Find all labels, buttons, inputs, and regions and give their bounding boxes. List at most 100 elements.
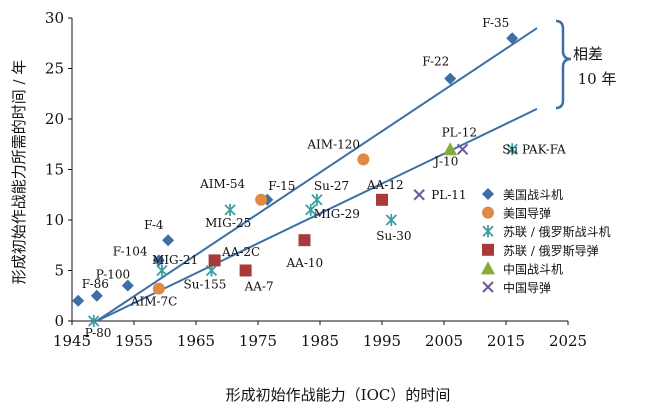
legend-item-2: 美国导弹 [482,206,551,221]
legend-item-4: 苏联 / 俄罗斯导弹 [482,243,599,258]
point-aim-54 [255,193,268,206]
point-su-27 [311,193,323,206]
point-aa-12 [376,193,388,206]
trend-lines [96,27,538,322]
point-mig-29 [305,203,317,216]
series-1 [72,32,519,307]
label-mig-29: MIG-29 [314,207,360,221]
legend-label-2: 美国导弹 [503,207,551,221]
legend-marker-1 [482,188,494,200]
trend-line-1 [96,27,538,322]
label-f-35: F-35 [482,16,509,30]
brace-label-line1: 相差 [573,45,603,63]
x-tick-label-1945: 1945 [53,332,91,350]
legend-item-6: 中国导弹 [482,280,551,295]
data-points [72,32,519,327]
legend-marker-2 [482,206,494,219]
point-su-155 [205,264,218,277]
point-s3-0 [208,254,221,267]
label-aim-54: AIM-54 [199,177,245,191]
brace-label-line2: 10 年 [578,70,617,88]
point-aim-120 [357,153,370,166]
point-labels: F-86P-100 F-104 F-4 F-15 F-22 F-35 AIM-7C AIM-5… [82,16,566,340]
x-tick-label-2025: 2025 [549,332,587,350]
point-aa-10 [298,234,311,247]
y-tick-label-30: 30 [45,9,64,27]
label-su-pak-fa: Su PAK-FA [502,142,566,156]
label-f-4: F-4 [144,218,164,232]
point-pl-12 [456,143,469,156]
legend-label-4: 苏联 / 俄罗斯导弹 [503,244,599,258]
label-su-27: Su-27 [314,179,349,193]
point-su-pak-fa [506,143,518,156]
y-tick-label-5: 5 [54,262,64,280]
label-aa-2c: AA-2C [221,245,260,259]
label-f-104: F-104 [113,244,148,258]
point-aa-7 [239,264,252,277]
label-aim-120: AIM-120 [306,137,360,151]
legend-label-3: 苏联 / 俄罗斯战斗机 [503,225,611,239]
x-axis-title: 形成初始作战能力（IOC）的时间 [226,386,451,404]
label-f-86: F-86 [82,277,109,291]
point-f-22 [444,72,457,85]
x-tick-label-1995: 1995 [363,332,401,350]
label-mig-21: MIG-21 [152,253,198,267]
point-s0-0 [72,294,85,307]
label-f-15: F-15 [268,179,295,193]
label-pl-11: PL-11 [431,188,466,202]
label-p-100: P-100 [96,268,130,282]
x-tick-label-1975: 1975 [239,332,277,350]
point-p-80 [88,315,100,327]
legend-item-3: 苏联 / 俄罗斯战斗机 [482,225,611,239]
point-f-35 [506,32,519,45]
point-s2-1 [156,264,168,277]
y-axis-title: 形成初始作战能力所需的时间 / 年 [10,60,28,285]
label-pl-12: PL-12 [442,125,477,139]
point-aim-7c [152,282,165,295]
series-5 [443,142,458,156]
legend-label-1: 美国战斗机 [503,188,563,202]
label-aa-12: AA-12 [366,178,404,192]
x-tick-label-1965: 1965 [177,332,215,350]
label-f-22: F-22 [422,55,449,69]
point-su-30 [385,214,397,226]
series-6 [413,143,469,201]
legend-item-5: 中国战斗机 [481,261,563,276]
x-tick-label-2005: 2005 [425,332,463,350]
point-j-10 [443,142,458,156]
label-aa-10: AA-10 [286,256,324,270]
point-pl-11 [413,189,425,201]
y-tick-label-10: 10 [45,211,64,229]
legend-item-1: 美国战斗机 [482,188,563,202]
label-p-80: P-80 [85,326,112,340]
y-tick-label-15: 15 [45,161,64,179]
legend-marker-3 [482,225,494,238]
legend-marker-5 [481,261,495,275]
series-4 [208,193,388,277]
label-su-155: Su-155 [184,278,227,292]
trend-line-2 [96,107,538,322]
point-f-4 [162,234,175,247]
label-j-10: J-10 [432,154,458,168]
y-tick-label-20: 20 [45,110,64,128]
brace-shape [555,19,572,110]
series-3 [88,143,518,327]
point-f-86 [90,289,103,302]
y-tick-label-25: 25 [45,60,64,78]
label-mig-25: MIG-25 [205,216,251,230]
series-2 [152,153,370,295]
label-aa-7: AA-7 [244,280,274,294]
point-p-100 [121,279,134,292]
label-aim-7c: AIM-7C [130,295,178,309]
x-tick-label-2015: 2015 [487,332,525,350]
point-f-104 [152,254,165,267]
x-tick-label-1985: 1985 [301,332,339,350]
legend-marker-6 [482,281,494,293]
legend-marker-4 [482,243,494,256]
legend-label-5: 中国战斗机 [503,261,563,276]
x-tick-label-1955: 1955 [115,332,153,350]
label-su-30: Su-30 [376,229,411,243]
